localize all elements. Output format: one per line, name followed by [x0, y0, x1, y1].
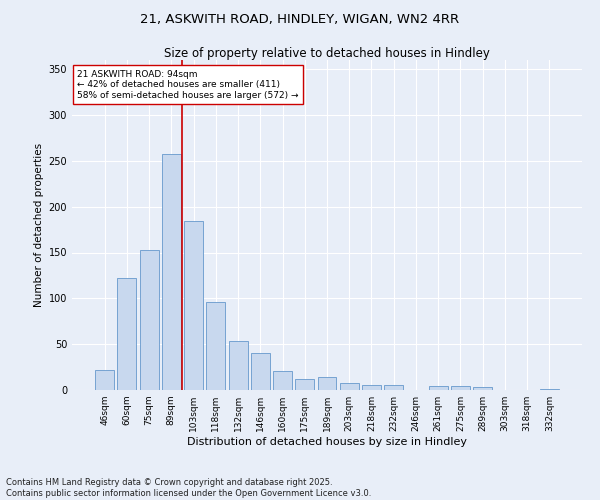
Bar: [140, 250, 158, 390]
Bar: [162, 154, 181, 390]
Bar: [229, 340, 248, 390]
X-axis label: Distribution of detached houses by size in Hindley: Distribution of detached houses by size …: [187, 437, 467, 447]
Text: Contains HM Land Registry data © Crown copyright and database right 2025.
Contai: Contains HM Land Registry data © Crown c…: [6, 478, 371, 498]
Bar: [295, 379, 314, 390]
Bar: [273, 371, 292, 390]
Bar: [95, 370, 114, 390]
Bar: [184, 222, 203, 390]
Bar: [251, 354, 270, 390]
Text: 21 ASKWITH ROAD: 94sqm
← 42% of detached houses are smaller (411)
58% of semi-de: 21 ASKWITH ROAD: 94sqm ← 42% of detached…: [77, 70, 299, 100]
Bar: [384, 386, 403, 390]
Bar: [429, 386, 448, 390]
Bar: [206, 302, 225, 390]
Title: Size of property relative to detached houses in Hindley: Size of property relative to detached ho…: [164, 47, 490, 60]
Y-axis label: Number of detached properties: Number of detached properties: [34, 143, 44, 307]
Bar: [540, 389, 559, 390]
Bar: [317, 377, 337, 390]
Text: 21, ASKWITH ROAD, HINDLEY, WIGAN, WN2 4RR: 21, ASKWITH ROAD, HINDLEY, WIGAN, WN2 4R…: [140, 12, 460, 26]
Bar: [340, 382, 359, 390]
Bar: [451, 386, 470, 390]
Bar: [473, 387, 492, 390]
Bar: [362, 384, 381, 390]
Bar: [118, 278, 136, 390]
